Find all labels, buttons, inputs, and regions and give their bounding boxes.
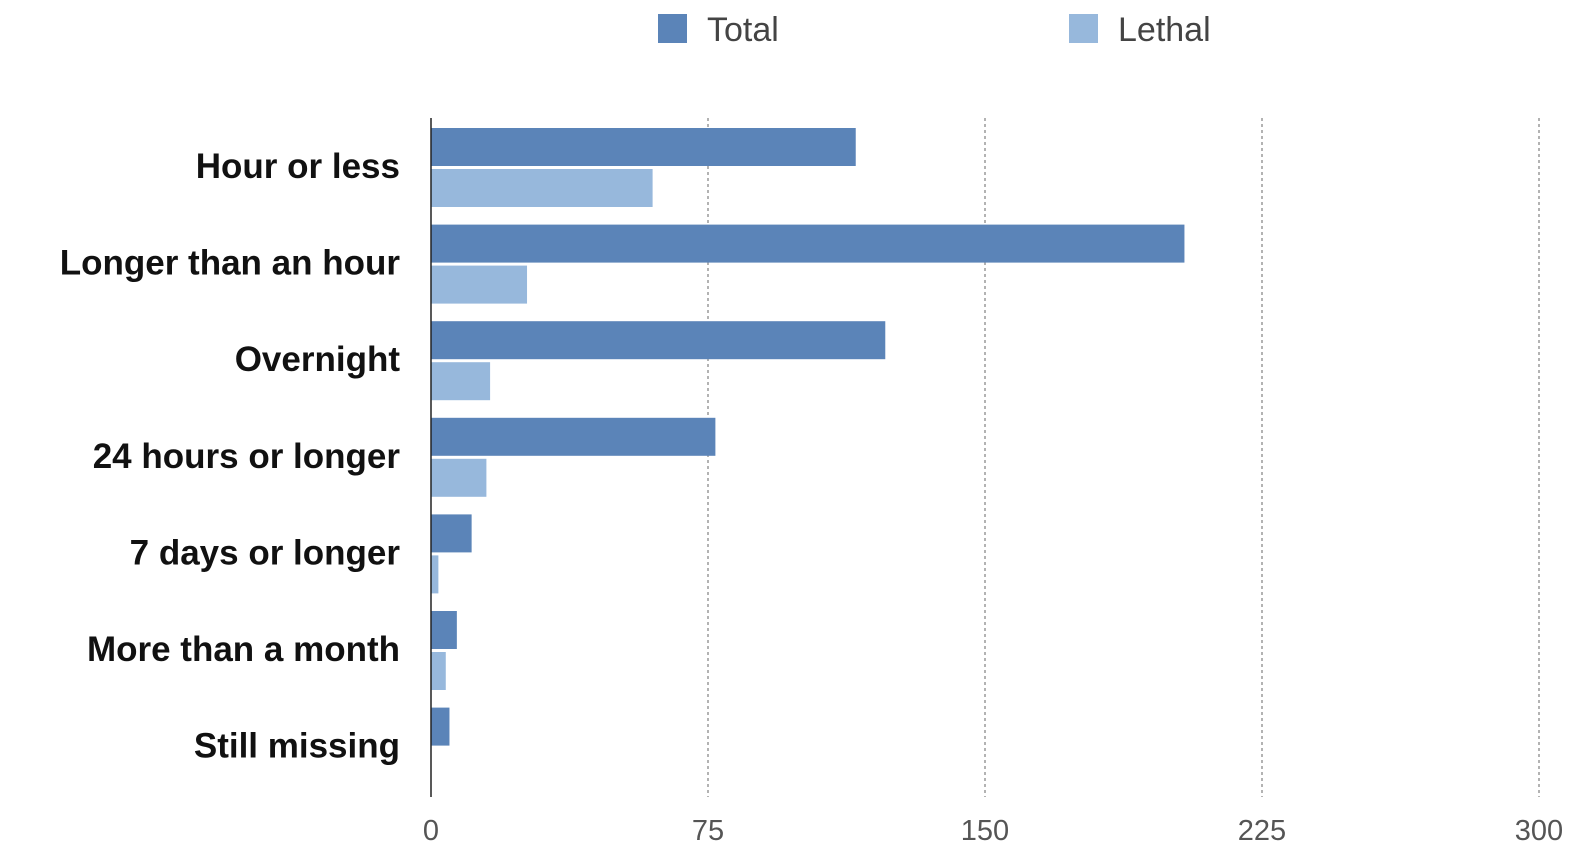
category-label-longer-than-an-hour: Longer than an hour bbox=[60, 244, 401, 283]
bar-lethal-overnight bbox=[431, 362, 491, 401]
legend-label-lethal: Lethal bbox=[1118, 11, 1211, 49]
x-tick-label-225: 225 bbox=[1238, 815, 1286, 845]
bars bbox=[431, 128, 1185, 746]
legend-swatch-total bbox=[658, 14, 687, 43]
category-label-overnight: Overnight bbox=[235, 340, 401, 379]
legend-label-total: Total bbox=[707, 11, 779, 49]
bar-total-still-missing bbox=[431, 707, 450, 746]
bar-lethal-24-hours-or-longer bbox=[431, 458, 487, 497]
category-labels: Hour or less Longer than an hour Overnight… bbox=[60, 147, 401, 766]
category-label-24-hours-or-longer: 24 hours or longer bbox=[93, 437, 401, 476]
x-tick-label-300: 300 bbox=[1515, 815, 1563, 845]
bar-lethal-more-than-a-month bbox=[431, 652, 446, 690]
legend: Total Lethal bbox=[658, 11, 1211, 49]
bar-lethal-longer-than-an-hour bbox=[431, 265, 528, 304]
category-label-more-than-a-month: More than a month bbox=[87, 630, 400, 669]
category-label-still-missing: Still missing bbox=[194, 727, 400, 766]
bar-lethal-hour-or-less bbox=[431, 169, 653, 207]
bar-total-longer-than-an-hour bbox=[431, 224, 1185, 263]
gridlines bbox=[707, 118, 1540, 797]
x-tick-label-150: 150 bbox=[961, 815, 1009, 845]
x-tick-label-0: 0 bbox=[423, 815, 439, 845]
x-tick-label-75: 75 bbox=[692, 815, 724, 845]
bar-total-24-hours-or-longer bbox=[431, 417, 716, 456]
bar-total-7-days-or-longer bbox=[431, 514, 472, 553]
category-label-hour-or-less: Hour or less bbox=[196, 147, 400, 186]
bar-total-more-than-a-month bbox=[431, 611, 457, 649]
x-tick-labels: 0 75 150 225 300 bbox=[423, 815, 1563, 847]
bar-lethal-7-days-or-longer bbox=[431, 555, 439, 594]
bar-total-overnight bbox=[431, 321, 886, 360]
bar-total-hour-or-less bbox=[431, 128, 856, 166]
legend-swatch-lethal bbox=[1069, 14, 1098, 43]
category-label-7-days-or-longer: 7 days or longer bbox=[130, 533, 401, 572]
